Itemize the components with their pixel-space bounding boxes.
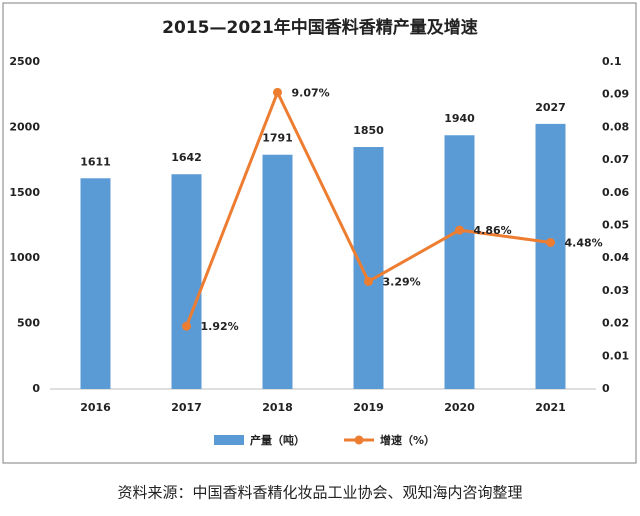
y-tick-label: 2000 bbox=[9, 120, 40, 133]
y2-tick-label: 0.09 bbox=[602, 88, 629, 101]
y2-tick-label: 0.05 bbox=[602, 219, 629, 232]
line-value-label: 1.92% bbox=[201, 320, 239, 333]
bar bbox=[353, 147, 384, 389]
line-marker bbox=[364, 276, 373, 286]
bar-value-label: 2027 bbox=[535, 101, 566, 114]
y-tick-label: 2500 bbox=[9, 55, 40, 68]
x-tick-label: 2017 bbox=[171, 401, 202, 414]
legend-label: 增速（%） bbox=[380, 433, 435, 447]
x-tick-label: 2018 bbox=[262, 401, 293, 414]
legend-swatch bbox=[354, 435, 364, 445]
bar bbox=[535, 123, 566, 389]
line-marker bbox=[455, 225, 464, 235]
legend-swatch bbox=[214, 435, 244, 445]
bar bbox=[80, 178, 111, 389]
line-value-label: 3.29% bbox=[383, 275, 421, 288]
bar bbox=[444, 135, 475, 389]
bar-value-label: 1791 bbox=[262, 132, 293, 145]
y2-tick-label: 0.02 bbox=[602, 317, 629, 330]
x-tick-label: 2016 bbox=[80, 401, 111, 414]
bar-value-label: 1611 bbox=[80, 155, 111, 168]
y-tick-label: 1000 bbox=[9, 251, 40, 264]
y-tick-label: 1500 bbox=[9, 186, 40, 199]
y-tick-label: 500 bbox=[17, 317, 40, 330]
x-tick-label: 2020 bbox=[444, 401, 475, 414]
y2-tick-label: 0.03 bbox=[602, 284, 629, 297]
line-value-label: 4.48% bbox=[565, 237, 603, 250]
line-marker bbox=[546, 238, 555, 248]
y2-tick-label: 0.1 bbox=[602, 55, 622, 68]
y2-tick-label: 0.04 bbox=[602, 251, 629, 264]
y2-tick-label: 0.08 bbox=[602, 120, 629, 133]
line-marker bbox=[182, 321, 191, 331]
bar-value-label: 1940 bbox=[444, 112, 475, 125]
y2-tick-label: 0.01 bbox=[602, 349, 629, 362]
line-value-label: 9.07% bbox=[292, 86, 330, 99]
bar bbox=[171, 174, 202, 389]
line-marker bbox=[273, 87, 282, 97]
y2-tick-label: 0 bbox=[602, 382, 610, 395]
legend-label: 产量（吨） bbox=[250, 433, 305, 447]
bar-value-label: 1850 bbox=[353, 124, 384, 137]
bar bbox=[262, 154, 293, 389]
x-tick-label: 2021 bbox=[535, 401, 566, 414]
x-tick-label: 2019 bbox=[353, 401, 384, 414]
source-note: 资料来源：中国香料香精化妆品工业协会、观知海内咨询整理 bbox=[117, 484, 522, 502]
chart-title: 2015—2021年中国香料香精产量及增速 bbox=[162, 17, 478, 38]
y2-tick-label: 0.07 bbox=[602, 153, 629, 166]
bar-value-label: 1642 bbox=[171, 151, 202, 164]
y2-tick-label: 0.06 bbox=[602, 186, 629, 199]
y-tick-label: 0 bbox=[32, 382, 40, 395]
line-value-label: 4.86% bbox=[474, 224, 512, 237]
